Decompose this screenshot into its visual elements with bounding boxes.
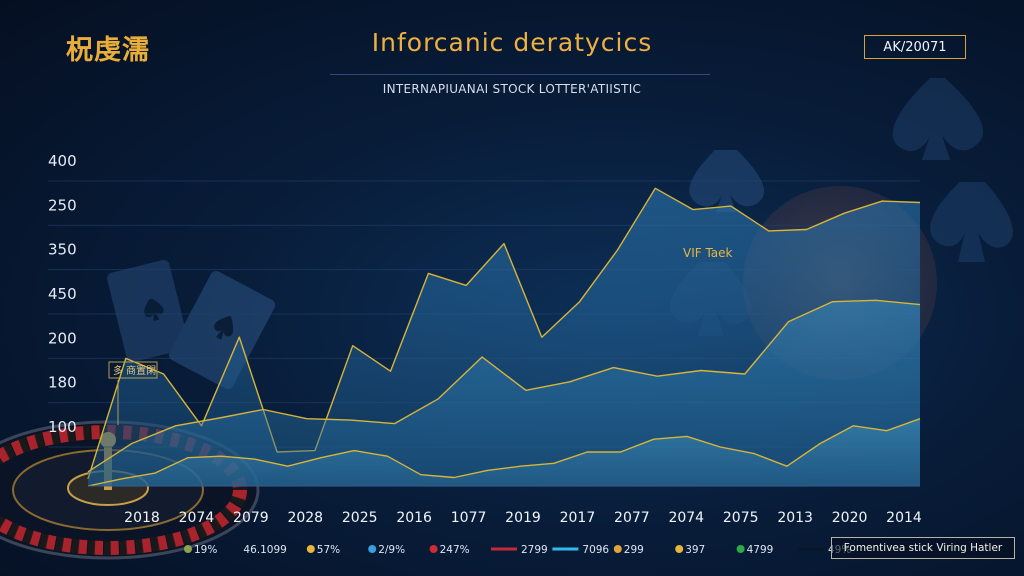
legend-item: 19% [184, 544, 217, 556]
id-badge: AK/20071 [864, 35, 966, 59]
x-tick-label: 2074 [179, 510, 215, 526]
x-tick-label: 2028 [287, 510, 323, 526]
x-tick-label: 2074 [668, 510, 704, 526]
legend-item: 2/9% [368, 544, 405, 556]
x-tick-label: 2014 [886, 510, 922, 526]
y-tick-label: 450 [48, 285, 77, 303]
spade-icon [214, 315, 234, 340]
spade-icon [930, 182, 1013, 262]
legend-item: 46.1099 [243, 544, 286, 556]
legend-label: 7096 [582, 544, 609, 556]
legend-swatch [675, 545, 684, 553]
legend-swatch [429, 545, 438, 553]
legend-item: 247% [429, 544, 470, 556]
series-line-upper [87, 187, 921, 480]
legend-label: 247% [440, 544, 470, 556]
y-tick-label: 350 [48, 241, 77, 259]
legend-swatch [184, 545, 192, 553]
legend-item: 57% [306, 544, 340, 556]
spade-icon [892, 78, 984, 160]
legend-item: 299 [613, 544, 644, 556]
y-tick-label: 400 [48, 152, 77, 170]
x-tick-label: 2019 [505, 510, 541, 526]
legend-label: 19% [194, 544, 217, 556]
x-tick-label: 2079 [233, 510, 269, 526]
annotation-frame [108, 361, 158, 379]
x-tick-label: 2025 [342, 510, 378, 526]
series-area-lower [88, 418, 920, 486]
legend-label: 4799 [747, 544, 774, 556]
legend-label: 299 [624, 544, 644, 556]
legend-swatch [306, 545, 315, 553]
x-tick-labels: 2018 2074 2079 2028 2025 2016 1077 2019 2017 2077… [124, 510, 922, 526]
legend-swatch [736, 545, 745, 553]
x-tick-label: 2016 [396, 510, 432, 526]
legend-label: 2/9% [378, 544, 405, 556]
legend-item: 7096 [552, 544, 609, 556]
roulette-wheel-decoration [0, 420, 260, 560]
chart-subtitle: INTERNAPIUANAI STOCK LOTTER'ATIISTIC [382, 82, 642, 96]
legend-item: 4799 [736, 544, 774, 556]
chart-title: Inforcanic deratycics [371, 28, 653, 57]
x-tick-label: 2020 [832, 510, 868, 526]
y-tick-label: 100 [48, 418, 77, 436]
x-tick-label: 1077 [451, 510, 487, 526]
y-tick-label: 180 [48, 374, 77, 392]
x-tick-label: 2013 [777, 510, 813, 526]
x-tick-label: 2075 [723, 510, 759, 526]
brand-logo: 柷虔濡 [66, 35, 150, 66]
legend-item: 397 [675, 544, 705, 556]
legend-label: 57% [317, 544, 340, 556]
legend-swatch [368, 545, 377, 553]
y-tick-label: 250 [48, 196, 77, 214]
x-tick-label: 2018 [124, 510, 160, 526]
series-area-middle [88, 300, 920, 486]
x-tick-label: 2017 [560, 510, 596, 526]
legend: 19%46.109957%2/9%247%2799709629939747994… [184, 544, 851, 556]
y-tick-labels: 400 250 350 450 200 180 100 [48, 152, 77, 436]
series-group [87, 187, 921, 487]
legend-label: 2799 [521, 544, 548, 556]
legend-label: 397 [685, 544, 705, 556]
subtitle-divider [330, 74, 710, 75]
legend-swatch [613, 545, 622, 553]
y-tick-label: 200 [48, 329, 77, 347]
legend-note: Fomentivea stick Viring Hatler [831, 537, 1015, 559]
annotation-vif-taek: VIF Taek [683, 246, 733, 260]
x-tick-label: 2077 [614, 510, 650, 526]
playing-cards-decoration [107, 259, 276, 389]
annotation-corner-label: 多 商置閑 [113, 364, 156, 377]
legend-label: 46.1099 [243, 544, 286, 556]
legend-item: 2799 [491, 544, 548, 556]
spade-icon [144, 298, 164, 321]
series-line-middle [87, 299, 921, 473]
series-line-lower [87, 418, 921, 487]
